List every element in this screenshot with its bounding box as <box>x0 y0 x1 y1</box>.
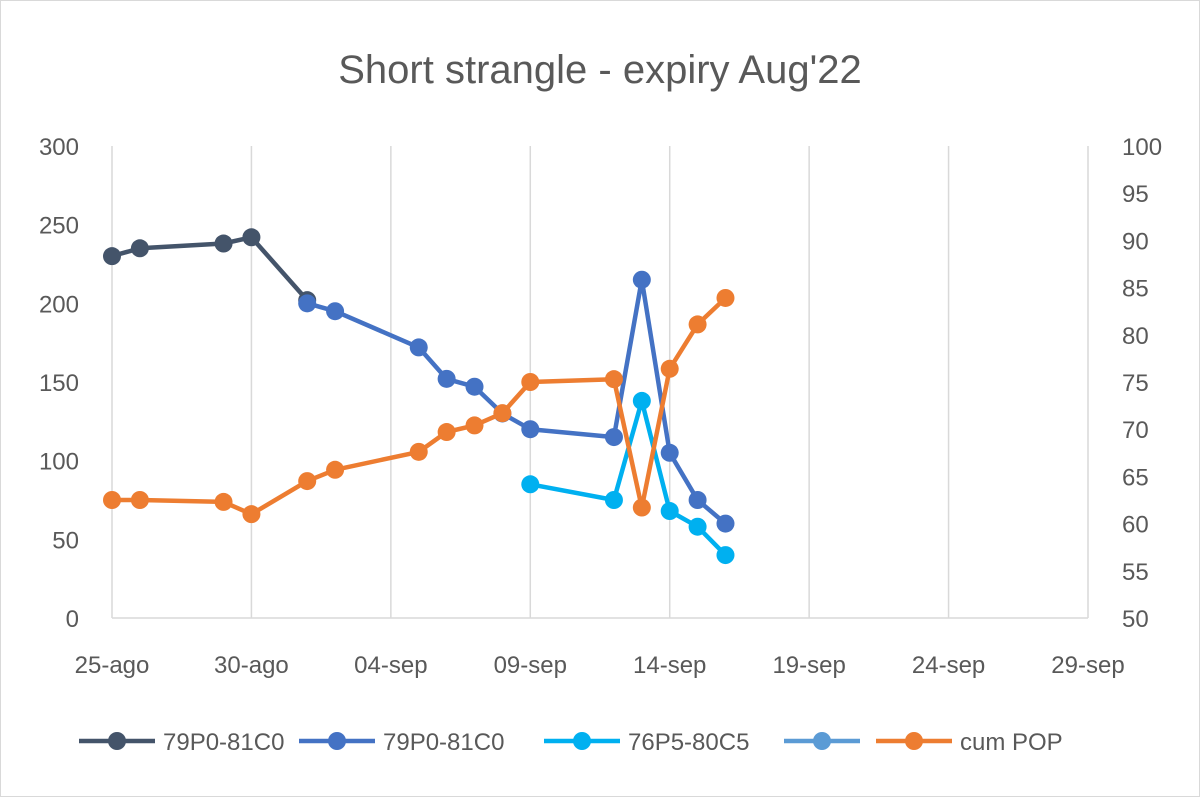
y-right-tick-label: 90 <box>1122 228 1149 255</box>
y-right-tick-label: 100 <box>1122 134 1162 161</box>
x-tick-label: 09-sep <box>494 652 567 679</box>
data-point <box>716 514 735 533</box>
y-left-tick-label: 200 <box>39 291 79 318</box>
data-point <box>521 420 540 439</box>
chart-title: Short strangle - expiry Aug'22 <box>338 48 861 92</box>
data-point <box>604 428 623 447</box>
data-point <box>716 288 735 307</box>
data-point <box>214 492 233 511</box>
axes: 25-ago 30-ago 04-sep 09-sep 14-sep 19-sep 24-s… <box>39 134 1162 679</box>
y-left-tick-label: 50 <box>52 527 79 554</box>
data-point <box>409 338 428 357</box>
series-4 <box>103 288 735 524</box>
data-point <box>130 491 149 509</box>
y-right-tick-label: 65 <box>1122 464 1149 491</box>
y-right-tick-label: 60 <box>1122 512 1149 539</box>
series-line <box>112 296 728 517</box>
series-lines <box>103 228 735 565</box>
legend-item <box>784 732 860 750</box>
x-tick-label: 30-ago <box>214 652 289 679</box>
data-point <box>632 270 651 289</box>
series-1 <box>298 270 735 533</box>
data-point <box>465 416 484 435</box>
legend-swatch-marker <box>813 732 831 750</box>
y-right-tick-label: 85 <box>1122 276 1149 303</box>
y-left-tick-label: 100 <box>39 449 79 476</box>
series-2 <box>521 391 735 565</box>
x-tick-label: 24-sep <box>912 652 985 679</box>
data-point <box>103 491 121 509</box>
data-point <box>409 442 428 461</box>
data-point <box>465 377 484 396</box>
legend-label: 76P5-80C5 <box>628 729 749 756</box>
x-tick-label: 14-sep <box>633 652 706 679</box>
x-tick-label: 19-sep <box>772 652 845 679</box>
y-right-tick-label: 75 <box>1122 370 1149 397</box>
y-right-tick-label: 70 <box>1122 417 1149 444</box>
data-point <box>688 315 707 334</box>
data-point <box>130 239 149 258</box>
data-point <box>521 373 540 391</box>
data-point <box>298 472 317 491</box>
legend-item: 76P5-80C5 <box>544 729 749 756</box>
x-tick-label: 25-ago <box>75 652 150 679</box>
gridlines <box>111 146 1089 618</box>
x-tick-label: 29-sep <box>1051 652 1124 679</box>
data-point <box>660 502 679 521</box>
x-tick-label: 04-sep <box>354 652 427 679</box>
data-point <box>326 460 345 479</box>
y-right-tick-label: 95 <box>1122 181 1149 208</box>
data-point <box>242 228 261 247</box>
legend-label: 79P0-81C0 <box>383 729 504 756</box>
y-right-tick-label: 55 <box>1122 559 1149 586</box>
legend-swatch-marker <box>108 732 126 750</box>
y-left-tick-label: 300 <box>39 134 79 161</box>
y-left-tick-label: 150 <box>39 370 79 397</box>
series-0 <box>103 228 317 310</box>
data-point <box>604 491 623 509</box>
data-point <box>214 234 233 253</box>
y-left-tick-label: 250 <box>39 213 79 240</box>
legend-swatch-marker <box>573 732 591 750</box>
legend-item: 79P0-81C0 <box>79 729 284 756</box>
legend-swatch-marker <box>905 732 923 750</box>
data-point <box>660 359 679 378</box>
data-point <box>493 404 512 423</box>
y-left-tick-label: 0 <box>66 606 79 633</box>
legend-swatch-marker <box>328 732 346 750</box>
data-point <box>688 491 707 509</box>
legend-label: cum POP <box>960 729 1063 756</box>
data-point <box>688 517 707 536</box>
data-point <box>437 369 456 388</box>
y-right-tick-label: 50 <box>1122 606 1149 633</box>
legend: 79P0-81C0 79P0-81C0 76P5-80C5 cum POP <box>79 729 1063 756</box>
legend-item: 79P0-81C0 <box>299 729 504 756</box>
y-right-tick-label: 80 <box>1122 323 1149 350</box>
series-line <box>306 277 727 526</box>
data-point <box>716 546 735 565</box>
legend-label: 79P0-81C0 <box>163 729 284 756</box>
data-point <box>521 475 540 494</box>
legend-item: cum POP <box>876 729 1063 756</box>
data-point <box>298 294 317 313</box>
data-point <box>660 443 679 462</box>
data-point <box>242 505 261 524</box>
data-point <box>437 423 456 442</box>
data-point <box>632 498 651 517</box>
data-point <box>326 302 345 321</box>
data-point <box>632 391 651 410</box>
data-point <box>604 370 623 389</box>
data-point <box>103 247 121 266</box>
